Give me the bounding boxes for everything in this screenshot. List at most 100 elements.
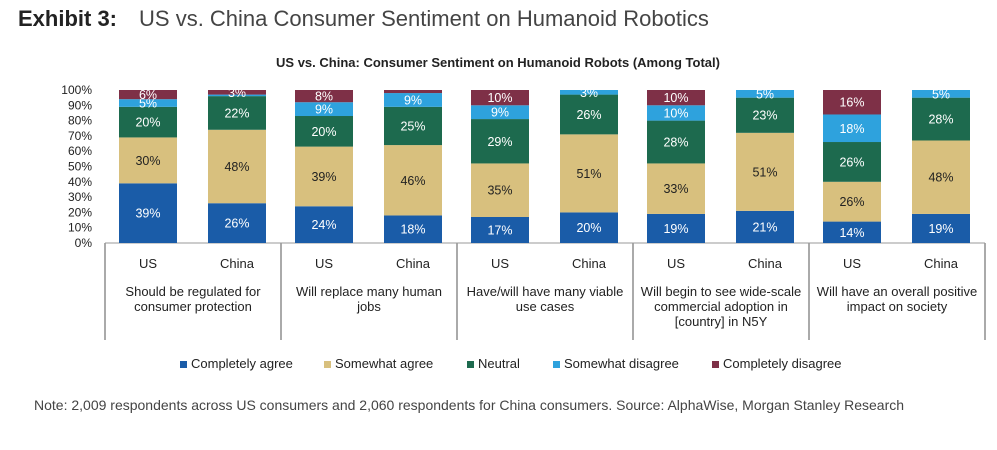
- data-label: 3%: [580, 86, 598, 100]
- group-label: impact on society: [847, 299, 948, 314]
- bar-segment-completely-agree: [912, 213, 970, 243]
- data-label: 18%: [839, 122, 864, 136]
- bar-segment-completely-agree: [736, 210, 794, 243]
- y-tick-label: 90%: [68, 98, 92, 112]
- bar-segment-somewhat-disagree: [912, 90, 970, 98]
- bar-segment-somewhat-disagree: [647, 105, 705, 121]
- data-label: 5%: [139, 97, 157, 111]
- bar-segment-neutral: [295, 116, 353, 147]
- bar-segment-somewhat-disagree: [208, 94, 266, 97]
- legend-label: Completely disagree: [723, 356, 842, 371]
- bar-segment-completely-agree: [823, 221, 881, 243]
- data-label: 23%: [752, 109, 777, 123]
- bar-segment-neutral: [471, 119, 529, 164]
- bar-segment-neutral: [912, 97, 970, 141]
- y-tick-label: 40%: [68, 175, 92, 189]
- bar-segment-completely-disagree: [471, 90, 529, 106]
- y-tick-label: 0%: [75, 236, 93, 250]
- bar-segment-somewhat-disagree: [560, 90, 618, 95]
- y-tick-label: 100%: [61, 83, 92, 97]
- exhibit-title: US vs. China Consumer Sentiment on Human…: [139, 6, 709, 31]
- x-tick-label: US: [139, 256, 157, 271]
- bar-segment-somewhat-agree: [823, 181, 881, 222]
- bar-segment-somewhat-agree: [208, 129, 266, 204]
- data-label: 30%: [135, 154, 160, 168]
- chart-title: US vs. China: Consumer Sentiment on Huma…: [276, 55, 720, 70]
- bar-segment-completely-agree: [119, 183, 177, 243]
- bar-segment-somewhat-agree: [912, 140, 970, 214]
- bar-segment-completely-disagree: [119, 90, 177, 100]
- data-label: 16%: [839, 96, 864, 110]
- x-tick-label: China: [220, 256, 255, 271]
- legend-label: Neutral: [478, 356, 520, 371]
- data-label: 9%: [404, 93, 422, 107]
- data-label: 6%: [139, 88, 157, 102]
- y-tick-label: 50%: [68, 160, 92, 174]
- data-label: 5%: [756, 87, 774, 101]
- bar-segment-neutral: [560, 94, 618, 135]
- y-tick-label: 20%: [68, 205, 92, 219]
- data-label: 29%: [487, 135, 512, 149]
- data-label: 14%: [839, 226, 864, 240]
- data-label: 3%: [228, 86, 246, 100]
- bar-segment-somewhat-agree: [384, 145, 442, 216]
- data-label: 21%: [752, 220, 777, 234]
- bar-segment-completely-agree: [647, 213, 705, 243]
- data-label: 10%: [663, 91, 688, 105]
- bar-segment-neutral: [736, 97, 794, 133]
- bar-segment-completely-agree: [208, 203, 266, 243]
- bar-segment-neutral: [208, 96, 266, 130]
- bar-segment-somewhat-agree: [471, 163, 529, 217]
- group-label: consumer protection: [134, 299, 252, 314]
- data-label: 26%: [839, 155, 864, 169]
- bar-segment-somewhat-agree: [647, 163, 705, 214]
- data-label: 28%: [928, 113, 953, 127]
- bar-segment-completely-disagree: [647, 90, 705, 106]
- bar-segment-somewhat-disagree: [384, 93, 442, 107]
- bar-segment-somewhat-disagree: [295, 102, 353, 117]
- data-label: 19%: [928, 222, 953, 236]
- y-tick-label: 80%: [68, 114, 92, 128]
- data-label: 26%: [224, 217, 249, 231]
- data-label: 18%: [400, 223, 425, 237]
- data-label: 48%: [224, 160, 249, 174]
- bar-segment-somewhat-agree: [295, 146, 353, 207]
- x-tick-label: China: [748, 256, 783, 271]
- group-label: Should be regulated for: [125, 284, 261, 299]
- bar-segment-neutral: [384, 106, 442, 146]
- data-label: 26%: [576, 108, 601, 122]
- source-note: Note: 2,009 respondents across US consum…: [34, 397, 905, 413]
- data-label: 51%: [752, 165, 777, 179]
- data-label: 20%: [576, 221, 601, 235]
- bar-segment-completely-agree: [384, 215, 442, 243]
- bar-segment-completely-disagree: [823, 90, 881, 115]
- legend-label: Completely agree: [191, 356, 293, 371]
- group-label: use cases: [516, 299, 575, 314]
- group-label: [country] in N5Y: [675, 314, 768, 329]
- data-label: 8%: [315, 90, 333, 104]
- bar-segment-completely-agree: [295, 206, 353, 243]
- group-label: jobs: [356, 299, 381, 314]
- data-label: 28%: [663, 136, 688, 150]
- data-label: 26%: [839, 195, 864, 209]
- data-label: 48%: [928, 171, 953, 185]
- data-label: 5%: [932, 87, 950, 101]
- data-label: 35%: [487, 184, 512, 198]
- y-tick-label: 70%: [68, 129, 92, 143]
- bar-segment-somewhat-disagree: [736, 90, 794, 98]
- data-label: 51%: [576, 167, 601, 181]
- group-label: Will have an overall positive: [817, 284, 977, 299]
- data-label: 9%: [315, 103, 333, 117]
- y-tick-label: 30%: [68, 190, 92, 204]
- group-label: Have/will have many viable: [467, 284, 624, 299]
- legend-swatch-completely-agree: [180, 361, 187, 368]
- data-label: 10%: [663, 106, 688, 120]
- data-label: 22%: [224, 106, 249, 120]
- legend-label: Somewhat disagree: [564, 356, 679, 371]
- bar-segment-completely-agree: [471, 216, 529, 243]
- legend-swatch-completely-disagree: [712, 361, 719, 368]
- bar-segment-somewhat-agree: [119, 137, 177, 184]
- y-tick-label: 60%: [68, 144, 92, 158]
- group-label: commercial adoption in: [654, 299, 788, 314]
- bar-segment-completely-agree: [560, 212, 618, 243]
